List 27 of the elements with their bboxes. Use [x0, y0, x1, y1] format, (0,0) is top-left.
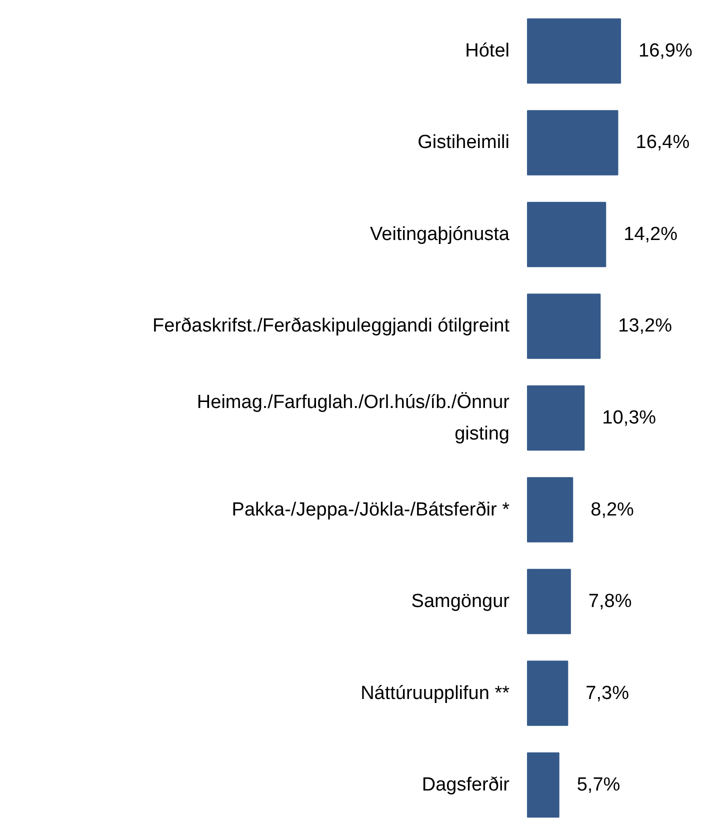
- bar: [527, 385, 585, 451]
- y-tick-label: Veitingaþjónusta: [370, 224, 510, 245]
- bar: [527, 568, 571, 634]
- data-label: 13,2%: [618, 316, 672, 337]
- bar: [527, 294, 601, 359]
- bar: [527, 752, 560, 818]
- data-label: 5,7%: [576, 774, 620, 796]
- y-tick-label: Heimag./Farfuglah./Orl.hús/íb./Önnur gisting: [196, 392, 510, 444]
- data-label: 10,3%: [602, 408, 656, 428]
- data-label: 16,9%: [638, 40, 692, 62]
- y-tick-label: Samgöngur: [411, 591, 510, 612]
- data-label: 14,2%: [624, 224, 678, 245]
- data-label: 8,2%: [590, 499, 634, 520]
- bar: [527, 110, 618, 176]
- data-label: 7,8%: [588, 591, 632, 612]
- y-tick-label: Dagsferðir: [422, 774, 510, 796]
- y-tick-label: Pakka-/Jeppa-/Jökla-/Bátsferðir *: [232, 499, 510, 520]
- y-tick-label: Gistiheimili: [418, 132, 510, 154]
- bar: [527, 477, 574, 542]
- bar: [527, 660, 568, 726]
- data-label: 7,3%: [586, 682, 630, 704]
- bar: [527, 202, 606, 268]
- y-tick-label: Náttúruupplifun **: [360, 682, 510, 704]
- bar: [527, 18, 621, 84]
- data-label: 16,4%: [636, 132, 690, 154]
- y-tick-label: Ferðaskrifst./Ferðaskipuleggjandi ótilgreint: [152, 316, 510, 337]
- y-tick-label: Hótel: [465, 40, 510, 62]
